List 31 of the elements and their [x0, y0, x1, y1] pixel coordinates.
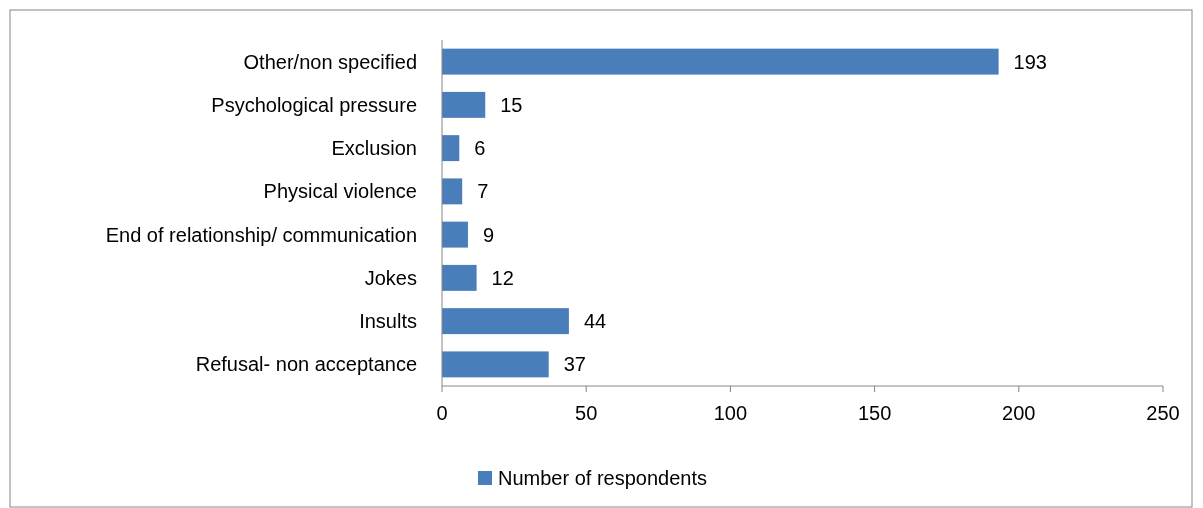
data-label: 37 [563, 353, 586, 376]
bar [442, 48, 999, 75]
x-tick-label: 250 [1146, 402, 1180, 424]
y-tick-label: Other/non specified [243, 50, 417, 73]
y-tick-label: Insults [359, 310, 417, 333]
bar [442, 221, 468, 248]
data-label: 9 [482, 223, 495, 246]
x-tick-label: 50 [575, 402, 598, 424]
x-tick-label: 200 [1002, 402, 1036, 424]
bar [442, 178, 463, 205]
legend-label: Number of respondents [498, 467, 708, 489]
x-tick-label: 0 [436, 402, 448, 424]
y-tick-label: Psychological pressure [211, 93, 417, 116]
data-label: 44 [583, 310, 607, 333]
x-tick-label: 100 [713, 402, 748, 424]
y-tick-label: Refusal- non acceptance [195, 353, 417, 376]
x-tick-label: 150 [857, 402, 892, 424]
bar [442, 91, 486, 118]
y-tick-label: Jokes [364, 266, 417, 289]
bar [442, 264, 477, 291]
bar [442, 308, 569, 335]
data-label: 193 [1013, 50, 1047, 73]
y-tick-label: End of relationship/ communication [105, 223, 417, 246]
bar [442, 135, 460, 162]
data-label: 6 [474, 137, 486, 160]
data-label: 12 [491, 266, 514, 289]
y-tick-label: Physical violence [263, 180, 417, 203]
bar [442, 351, 549, 378]
y-tick-label: Exclusion [331, 137, 417, 160]
data-label: 15 [500, 93, 523, 116]
data-label: 7 [477, 180, 489, 203]
